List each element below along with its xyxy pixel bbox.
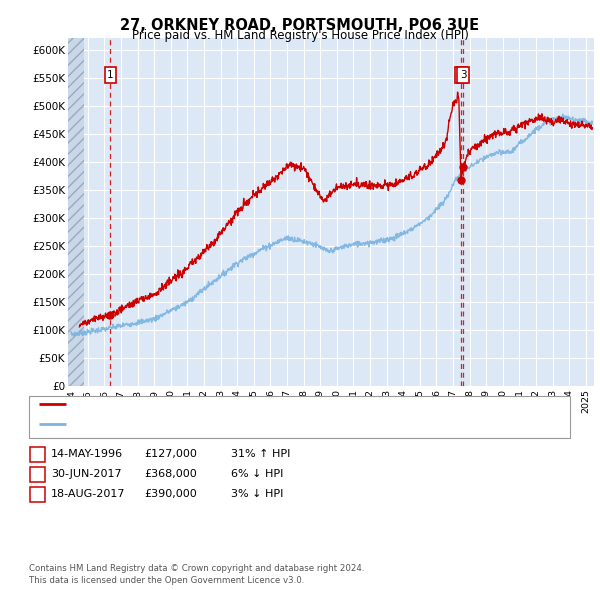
Text: 1: 1 bbox=[107, 70, 114, 80]
Text: 3: 3 bbox=[34, 490, 41, 499]
Bar bbox=[68, 38, 83, 386]
Text: £390,000: £390,000 bbox=[144, 490, 197, 499]
Text: 2: 2 bbox=[458, 70, 464, 80]
Bar bbox=[68, 38, 83, 386]
Text: 3: 3 bbox=[460, 70, 467, 80]
Text: 3% ↓ HPI: 3% ↓ HPI bbox=[231, 490, 283, 499]
Text: 1: 1 bbox=[34, 450, 41, 459]
Text: HPI: Average price, detached house, Portsmouth: HPI: Average price, detached house, Port… bbox=[72, 419, 337, 429]
Text: 27, ORKNEY ROAD, PORTSMOUTH, PO6 3UE: 27, ORKNEY ROAD, PORTSMOUTH, PO6 3UE bbox=[121, 18, 479, 32]
Text: Price paid vs. HM Land Registry's House Price Index (HPI): Price paid vs. HM Land Registry's House … bbox=[131, 30, 469, 42]
Text: 18-AUG-2017: 18-AUG-2017 bbox=[51, 490, 125, 499]
Text: 14-MAY-1996: 14-MAY-1996 bbox=[51, 450, 123, 459]
Text: 2: 2 bbox=[34, 470, 41, 479]
Text: £127,000: £127,000 bbox=[144, 450, 197, 459]
Text: £368,000: £368,000 bbox=[144, 470, 197, 479]
Text: 27, ORKNEY ROAD, PORTSMOUTH, PO6 3UE (detached house): 27, ORKNEY ROAD, PORTSMOUTH, PO6 3UE (de… bbox=[72, 399, 410, 409]
Text: Contains HM Land Registry data © Crown copyright and database right 2024.
This d: Contains HM Land Registry data © Crown c… bbox=[29, 564, 364, 585]
Text: 31% ↑ HPI: 31% ↑ HPI bbox=[231, 450, 290, 459]
Text: 6% ↓ HPI: 6% ↓ HPI bbox=[231, 470, 283, 479]
Text: 30-JUN-2017: 30-JUN-2017 bbox=[51, 470, 122, 479]
